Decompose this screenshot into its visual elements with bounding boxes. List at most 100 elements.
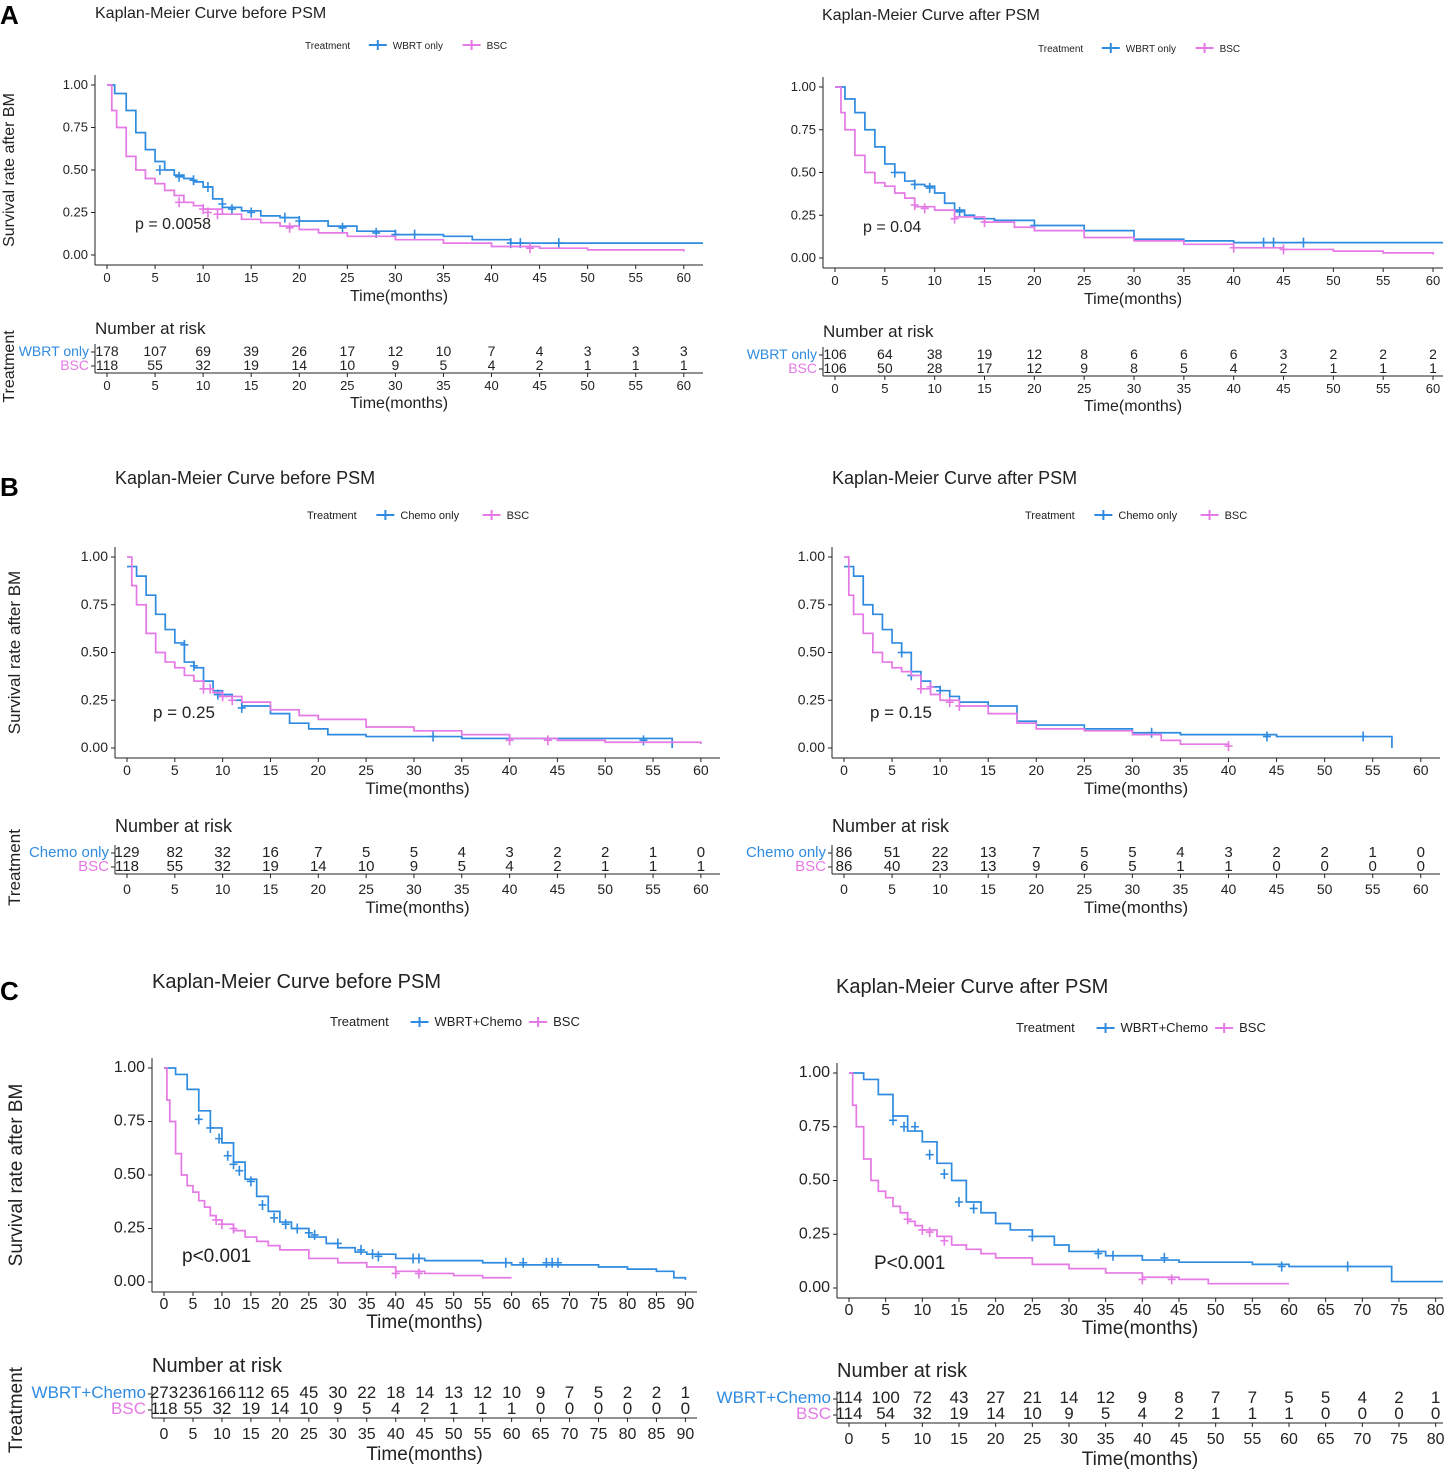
B-before-risk-value-1-0: 118 <box>115 858 139 875</box>
C-before-risk-xtick-label-11: 55 <box>474 1426 492 1443</box>
A-before-title: Kaplan-Meier Curve before PSM <box>95 5 326 22</box>
B-before-series-0-censor-5 <box>639 735 648 746</box>
B-before-risk-xtick-label-10: 50 <box>597 881 613 897</box>
C-after-series-1-censor-1 <box>918 1224 927 1235</box>
C-after-risk-value-0-16: 1 <box>1431 1388 1440 1407</box>
C-after-ytick-label-3: 0.75 <box>799 1118 830 1135</box>
C-before-xtick-label-14: 70 <box>561 1296 579 1313</box>
B-after-risk-title: Number at risk <box>832 816 950 836</box>
A-after-series-0-censor-2 <box>925 182 934 193</box>
C-after-risk-xtick-label-7: 35 <box>1097 1431 1115 1448</box>
C-before-xtick-label-11: 55 <box>474 1296 492 1313</box>
B-after-risk-value-0-12: 0 <box>1417 844 1425 861</box>
A-after-series-0-censor-5 <box>1259 237 1268 248</box>
C-after-legend-label-1: BSC <box>1239 1020 1266 1035</box>
A-after-xtick-label-5: 25 <box>1077 273 1091 288</box>
A-before-risk-value-0-12: 3 <box>680 343 688 359</box>
C-after-xtick-label-9: 45 <box>1170 1302 1188 1319</box>
B-after-xtick-label-12: 60 <box>1413 762 1429 778</box>
A-after-risk-row-label-1: BSC <box>788 360 817 376</box>
A-before-risk-value-1-11: 1 <box>632 357 640 373</box>
A-after-series-0-line <box>835 86 1443 244</box>
C-after-risk-value-1-5: 10 <box>1023 1404 1042 1423</box>
A-after-series-1-censor-3 <box>980 217 989 228</box>
C-before-series-0-censor-1 <box>206 1122 215 1133</box>
C-before-risk-title: Number at risk <box>152 1355 283 1377</box>
A-after-series-1-censor-0 <box>910 199 919 210</box>
C-before-xtick-label-16: 80 <box>619 1296 637 1313</box>
A-before-series-0-censor-5 <box>227 204 236 215</box>
C-before-risk-value-0-2: 166 <box>208 1383 236 1402</box>
C-after-xtick-label-0: 0 <box>845 1302 854 1319</box>
B-after-xtick-label-10: 50 <box>1317 762 1333 778</box>
C-after-risk-value-0-12: 5 <box>1284 1388 1293 1407</box>
A-after-series-0-censor-6 <box>1269 237 1278 248</box>
C-after-xtick-label-12: 60 <box>1280 1302 1298 1319</box>
A-after-risk-value-0-8: 6 <box>1230 346 1238 362</box>
C-after-series-0-censor-2 <box>911 1121 919 1132</box>
C-after-risk-value-0-9: 8 <box>1174 1388 1183 1407</box>
B-before-ytick-label-0: 0.00 <box>81 739 108 755</box>
C-after-series-0-censor-8 <box>1094 1248 1103 1259</box>
B-before-risk-xtick-label-12: 60 <box>693 881 709 897</box>
C-after-risk-value-0-2: 72 <box>913 1388 932 1407</box>
B-after-risk-xtick-label-3: 15 <box>980 881 996 897</box>
A-after-risk-value-1-2: 28 <box>927 360 943 376</box>
B-before-risk-value-0-8: 3 <box>505 844 513 861</box>
A-before-risk-xtick-label-12: 60 <box>677 378 691 393</box>
B-after-ytick-label-2: 0.50 <box>798 644 825 660</box>
A-after-ytick-label-4: 1.00 <box>791 79 816 94</box>
C-before-risk-value-0-11: 12 <box>473 1383 492 1402</box>
A-before-risk-value-1-6: 9 <box>391 357 399 373</box>
C-before-risk-xtick-label-4: 20 <box>271 1426 289 1443</box>
C-after-risk-xtick-label-0: 0 <box>845 1431 854 1448</box>
A-after-risk-value-1-5: 9 <box>1080 360 1088 376</box>
A-before-risk-xtick-label-4: 20 <box>292 378 306 393</box>
A-before-risk-xtick-label-3: 15 <box>244 378 258 393</box>
B-after-risk-value-0-0: 86 <box>836 844 853 861</box>
C-before-risk-value-1-0: 118 <box>150 1399 177 1418</box>
A-after-risk-value-0-7: 6 <box>1180 346 1188 362</box>
A-before-series-1-censor-0 <box>175 197 184 208</box>
A-after-series-1-censor-5 <box>1279 244 1288 255</box>
C-after-risk-value-1-1: 54 <box>876 1404 895 1423</box>
A-after-xtick-label-10: 50 <box>1326 273 1340 288</box>
C-before-risk-value-0-7: 22 <box>357 1383 376 1402</box>
A-before-risk-value-1-4: 14 <box>291 357 307 373</box>
B-before-risk-row-label-0: Chemo only <box>29 844 110 861</box>
C-after-risk-title: Number at risk <box>837 1360 968 1382</box>
C-after-risk-value-1-13: 0 <box>1321 1404 1330 1423</box>
C-after-series-0-censor-6 <box>969 1203 978 1214</box>
B-before-xtick-label-5: 25 <box>358 762 374 778</box>
B-after-risk-xtick-label-7: 35 <box>1173 881 1189 897</box>
A-before-series-1-censor-5 <box>525 243 534 254</box>
A-before-series-0-censor-9 <box>338 222 347 233</box>
A-before-series-1-line <box>107 84 685 252</box>
C-after-xtick-label-8: 40 <box>1133 1302 1151 1319</box>
A-after-risk-title: Number at risk <box>823 322 934 341</box>
C-after-risk-xtick-label-15: 75 <box>1390 1431 1408 1448</box>
A-before-xtick-label-5: 25 <box>340 270 354 285</box>
B-after-risk-value-1-11: 0 <box>1369 858 1377 875</box>
C-before-xtick-label-18: 90 <box>677 1296 695 1313</box>
B-before-xtick-label-7: 35 <box>454 762 470 778</box>
A-after-xlabel: Time(months) <box>1084 291 1182 308</box>
B-after-xtick-label-7: 35 <box>1173 762 1189 778</box>
C-before-series-1-censor-2 <box>229 1223 238 1234</box>
C-before-xlabel: Time(months) <box>366 1312 482 1333</box>
C-after-xtick-label-11: 55 <box>1243 1302 1261 1319</box>
A-before-series-0-censor-4 <box>218 199 227 209</box>
C-before-risk-value-1-8: 4 <box>391 1399 400 1418</box>
C-after-risk-value-1-12: 1 <box>1284 1404 1293 1423</box>
B-after-risk-xtick-label-10: 50 <box>1317 881 1333 897</box>
C-after-risk-value-0-6: 14 <box>1060 1388 1079 1407</box>
C-after-risk-value-1-11: 1 <box>1248 1404 1257 1423</box>
A-after-risk-xtick-label-6: 30 <box>1127 381 1141 396</box>
A-after-risk-xtick-label-5: 25 <box>1077 381 1091 396</box>
B-before-risk-xlabel: Time(months) <box>365 898 469 917</box>
A-before-risk-xtick-label-8: 40 <box>484 378 498 393</box>
C-before-ytick-label-3: 0.75 <box>114 1113 145 1130</box>
A-before-xtick-label-10: 50 <box>580 270 594 285</box>
B-before-risk-xtick-label-5: 25 <box>358 881 374 897</box>
